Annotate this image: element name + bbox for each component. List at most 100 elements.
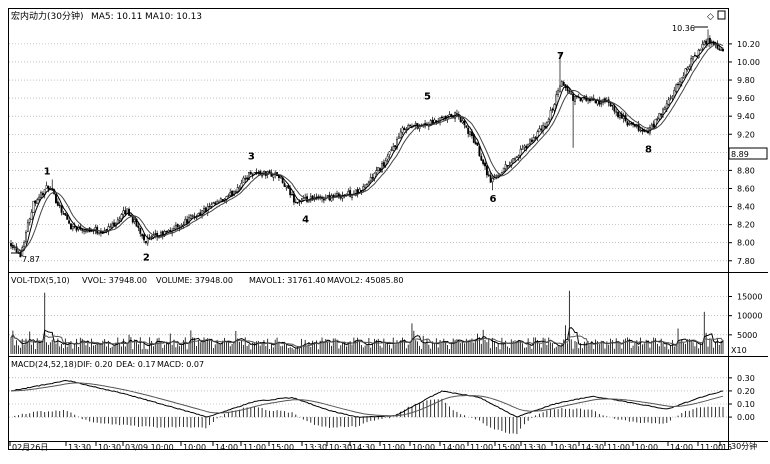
candle-body xyxy=(630,122,633,125)
time-tick-label: 10:30 xyxy=(329,443,352,452)
candle-body xyxy=(530,139,533,142)
price-tick-label: 8.60 xyxy=(737,184,755,193)
volume-title: VOL-TDX(5,10) xyxy=(11,276,70,285)
candle-body xyxy=(379,168,382,172)
candle-body xyxy=(30,211,33,220)
price-tick-label: 9.40 xyxy=(737,112,755,121)
period-label: 30分钟 xyxy=(731,441,757,451)
candle-body xyxy=(94,227,97,232)
diamond-icon[interactable]: ◇ xyxy=(707,12,714,22)
candle-body xyxy=(442,116,445,119)
wave-label: 1 xyxy=(44,167,51,178)
candle-body xyxy=(244,178,247,180)
candle-body xyxy=(367,180,370,184)
candle-body xyxy=(60,205,63,213)
ma5-label: MA5: 10.11 xyxy=(91,12,142,22)
candle-body xyxy=(618,115,621,118)
candle-body xyxy=(292,193,295,203)
candle-body xyxy=(692,56,694,60)
candle-body xyxy=(133,219,136,222)
candle-body xyxy=(396,139,398,149)
candle-body xyxy=(326,195,329,197)
candle-body xyxy=(469,131,472,136)
candle-body xyxy=(98,232,101,234)
candle-body xyxy=(390,149,393,151)
candle-body xyxy=(682,75,685,78)
ma10-line xyxy=(10,43,724,251)
candle-body xyxy=(678,81,681,85)
candle-body xyxy=(120,214,123,220)
macd-tick-label: 0.20 xyxy=(737,387,755,396)
candle-body xyxy=(553,104,556,111)
candle-body xyxy=(296,202,299,204)
candle-body xyxy=(143,234,145,241)
candle-body xyxy=(722,49,724,52)
candle-body xyxy=(615,111,618,113)
volume-tick-label: 10000 xyxy=(737,312,762,321)
candle-body xyxy=(431,119,434,123)
candle-body xyxy=(652,123,655,128)
candle-body xyxy=(81,229,84,231)
candle-body xyxy=(686,67,689,70)
candle-body xyxy=(311,195,314,199)
candle-body xyxy=(693,54,696,57)
outer-frame xyxy=(8,8,729,450)
candle-body xyxy=(28,218,31,223)
candle-body xyxy=(409,125,412,127)
candlesticks xyxy=(10,29,724,258)
wave-label: 2 xyxy=(143,253,150,264)
candle-body xyxy=(107,226,110,232)
dea-label: DEA: 0.17 xyxy=(116,360,156,369)
price-tick-label: 9.20 xyxy=(737,130,755,139)
time-tick-label: 02月26日 xyxy=(12,443,48,452)
candle-body xyxy=(109,226,112,228)
candle-body xyxy=(675,84,678,92)
candle-body xyxy=(705,40,708,45)
wave-label: 8 xyxy=(645,144,652,155)
candle-body xyxy=(83,230,86,232)
candle-body xyxy=(399,131,402,138)
macd-tick-label: 0.30 xyxy=(737,374,755,383)
candle-body xyxy=(547,118,550,123)
candle-body xyxy=(718,48,721,51)
window-toggle-icon[interactable] xyxy=(717,10,726,20)
candle-body xyxy=(272,174,275,178)
candle-body xyxy=(394,145,397,148)
candle-body xyxy=(249,171,252,175)
candle-body xyxy=(532,137,535,142)
dif-label: DIF: 0.20 xyxy=(77,360,113,369)
candle-body xyxy=(203,208,205,212)
candle-body xyxy=(71,226,74,230)
candle-body xyxy=(465,125,468,128)
candle-body xyxy=(708,37,711,44)
candle-body xyxy=(538,128,541,133)
candle-body xyxy=(141,234,144,237)
candle-body xyxy=(279,177,282,179)
price-tick-label: 8.20 xyxy=(737,221,755,230)
time-tick-label: 14:00 xyxy=(670,443,693,452)
candle-body xyxy=(669,97,672,100)
candle-body xyxy=(388,151,391,156)
candle-body xyxy=(375,170,378,173)
candle-body xyxy=(463,120,466,126)
volume-unit-label: X10 xyxy=(731,346,747,355)
candle-body xyxy=(495,175,498,177)
candle-body xyxy=(515,156,518,158)
time-tick-label: 13:30 xyxy=(68,443,91,452)
candle-body xyxy=(366,183,368,185)
candle-body xyxy=(654,118,657,129)
candle-body xyxy=(519,149,522,156)
candle-body xyxy=(392,146,395,151)
candle-body xyxy=(15,246,18,253)
candle-body xyxy=(611,105,614,107)
ma10-label: MA10: 10.13 xyxy=(145,12,202,22)
candle-body xyxy=(525,145,528,149)
candle-body xyxy=(294,201,297,204)
candle-body xyxy=(191,215,194,217)
candle-body xyxy=(703,41,706,45)
price-tick-label: 9.60 xyxy=(737,94,755,103)
candle-body xyxy=(476,143,479,146)
candle-body xyxy=(641,129,644,132)
candle-body xyxy=(626,121,629,126)
candle-body xyxy=(617,111,620,118)
